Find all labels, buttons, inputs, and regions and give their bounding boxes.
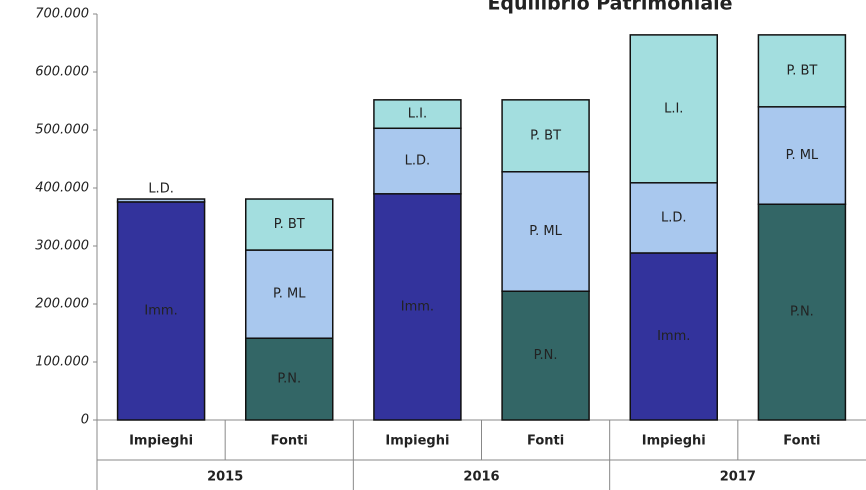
segment-label: L.D. — [148, 182, 174, 197]
segment-label: Imm. — [144, 303, 177, 318]
segment-label: P. ML — [529, 224, 562, 239]
bar-segment — [373, 193, 462, 421]
x-tick-label: Fonti — [271, 434, 308, 449]
bar-segment — [245, 337, 334, 421]
segment-label: P. BT — [274, 217, 305, 232]
segment-label: P. ML — [273, 287, 306, 302]
bar-segment — [501, 171, 590, 292]
bar-segment — [116, 201, 206, 421]
bar-segment — [373, 99, 462, 130]
x-tick-label: Fonti — [783, 434, 820, 449]
x-tick-label: Impieghi — [129, 434, 193, 449]
segment-label: P. BT — [530, 128, 561, 143]
y-tick-label: 0 — [81, 413, 89, 428]
bar-segment — [757, 34, 847, 108]
group-label: 2016 — [463, 470, 499, 485]
bar-segment — [629, 182, 718, 254]
x-tick-label: Impieghi — [385, 434, 449, 449]
bar-segment — [116, 198, 206, 203]
bar-segment — [245, 249, 334, 339]
segment-label: Imm. — [401, 299, 434, 314]
segment-label: P.N. — [534, 348, 558, 363]
y-tick-label: 600.000 — [35, 65, 89, 80]
segment-label: L.D. — [405, 154, 431, 169]
y-tick-label: 300.000 — [35, 239, 89, 254]
segment-label: L.D. — [661, 210, 687, 225]
bar-segment — [757, 203, 847, 421]
bar-segment — [245, 198, 334, 251]
bar-segment — [373, 127, 462, 195]
y-tick-label: 100.000 — [35, 355, 89, 370]
segment-label: P.N. — [277, 372, 301, 387]
bar-segment — [757, 106, 847, 205]
group-label: 2015 — [207, 470, 243, 485]
y-tick-label: 400.000 — [35, 181, 89, 196]
y-tick-label: 700.000 — [35, 7, 89, 22]
bar-segment — [629, 34, 718, 184]
segment-label: L.I. — [664, 101, 683, 116]
group-label: 2017 — [720, 470, 756, 485]
x-tick-label: Impieghi — [642, 434, 706, 449]
bar-segment — [629, 252, 718, 421]
bar-segment — [501, 99, 590, 173]
bar-segment — [501, 290, 590, 421]
segment-label: P. BT — [786, 63, 817, 78]
x-tick-label: Fonti — [527, 434, 564, 449]
y-tick-label: 500.000 — [35, 123, 89, 138]
segment-label: P. ML — [786, 148, 819, 163]
y-tick-label: 200.000 — [35, 297, 89, 312]
segment-label: P.N. — [790, 305, 814, 320]
segment-label: Imm. — [657, 329, 690, 344]
chart-title: Equilibrio Patrimoniale — [487, 0, 732, 15]
segment-label: L.I. — [408, 107, 427, 122]
